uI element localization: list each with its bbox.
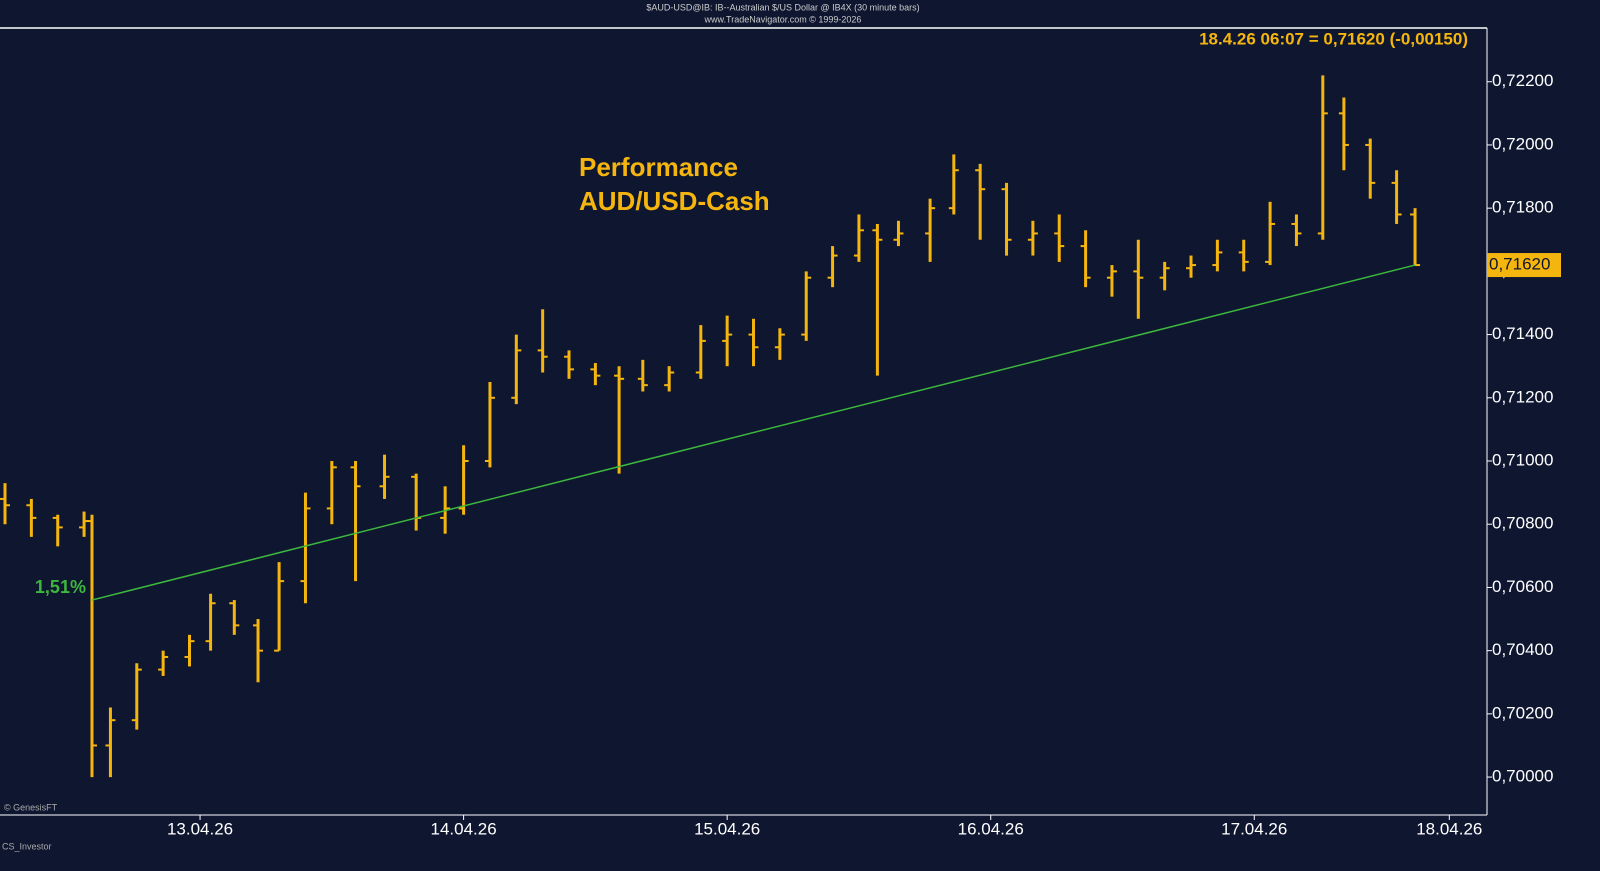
x-tick-label: 18.04.26	[1416, 819, 1482, 838]
y-tick-label: 0,72000	[1492, 134, 1553, 153]
quote: 18.4.26 06:07 = 0,71620 (-0,00150)	[1199, 29, 1468, 48]
x-tick-label: 17.04.26	[1221, 819, 1287, 838]
x-tick-label: 15.04.26	[694, 819, 760, 838]
trendline-label: 1,51%	[35, 577, 86, 597]
y-tick-label: 0,71200	[1492, 387, 1553, 406]
x-tick-label: 13.04.26	[167, 819, 233, 838]
x-tick-label: 14.04.26	[431, 819, 497, 838]
last-price-label: 0,71620	[1489, 255, 1550, 274]
y-tick-label: 0,72200	[1492, 71, 1553, 90]
y-tick-label: 0,70000	[1492, 767, 1553, 786]
y-tick-label: 0,71800	[1492, 198, 1553, 217]
y-tick-label: 0,70600	[1492, 577, 1553, 596]
x-tick-label: 16.04.26	[958, 819, 1024, 838]
header: $AUD-USD@IB: IB--Australian $/US Dollar …	[646, 2, 919, 12]
author: CS_Investor	[2, 841, 52, 851]
y-tick-label: 0,70400	[1492, 640, 1553, 659]
subheader: www.TradeNavigator.com © 1999-2026	[704, 14, 862, 24]
last-price-box	[1487, 253, 1561, 278]
trendline	[91, 264, 1416, 601]
chart-subtitle: AUD/USD-Cash	[579, 186, 770, 216]
y-tick-label: 0,71000	[1492, 450, 1553, 469]
y-tick-label: 0,71400	[1492, 324, 1553, 343]
credit: © GenesisFT	[4, 802, 58, 812]
chart-title: Performance	[579, 152, 738, 182]
y-tick-label: 0,70800	[1492, 514, 1553, 533]
y-tick-label: 0,70200	[1492, 703, 1553, 722]
